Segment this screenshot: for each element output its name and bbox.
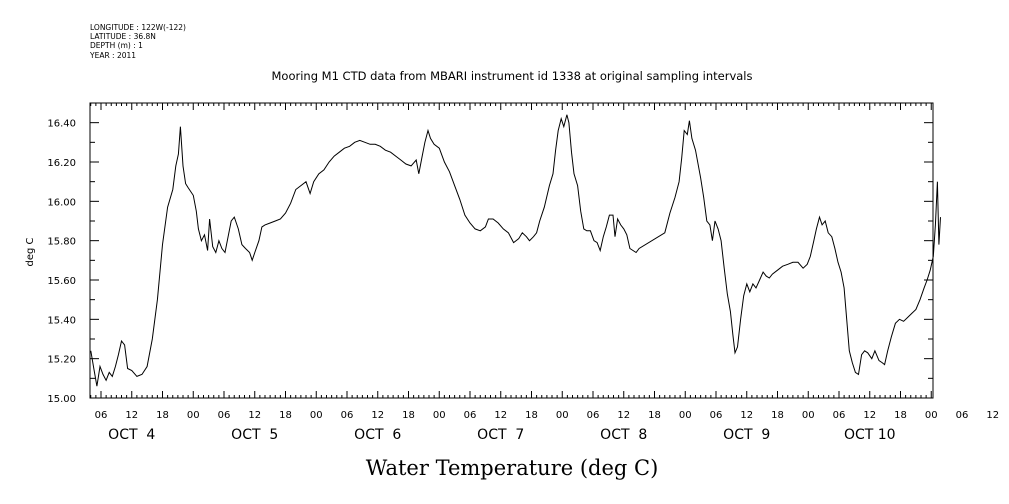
y-axis-label: deg C: [25, 237, 36, 266]
x-tick-label: 06: [341, 410, 354, 421]
x-tick-label: 18: [279, 410, 292, 421]
x-tick-label: 12: [248, 410, 261, 421]
x-tick-label: 06: [464, 410, 477, 421]
metadata-block: LONGITUDE : 122W(-122) LATITUDE : 36.8N …: [89, 23, 186, 60]
x-tick-label: 06: [956, 410, 969, 421]
x-tick-label: 06: [95, 410, 108, 421]
x-tick-label: 00: [802, 410, 815, 421]
x-tick-label: 00: [310, 410, 323, 421]
x-tick-label: 12: [863, 410, 876, 421]
meta-year: YEAR : 2011: [89, 51, 136, 60]
x-tick-label: 06: [833, 410, 846, 421]
axis-ticks: [90, 102, 933, 399]
x-tick-label: 12: [494, 410, 507, 421]
x-day-label: OCT 6: [354, 427, 401, 443]
x-tick-label: 06: [218, 410, 231, 421]
x-axis-label: Water Temperature (deg C): [366, 456, 659, 480]
y-tick-label: 15.00: [47, 394, 76, 405]
meta-latitude: LATITUDE : 36.8N: [90, 32, 156, 41]
x-day-label: OCT 10: [844, 427, 896, 443]
x-tick-label: 00: [679, 410, 692, 421]
x-tick-label: 00: [556, 410, 569, 421]
x-tick-label: 00: [433, 410, 446, 421]
x-tick-label: 18: [648, 410, 661, 421]
x-day-label: OCT 9: [723, 427, 770, 443]
x-tick-labels: 06 12 18 00 06 12 18 00 06 12 18 00 06 12 18 00 06 12 18 00…: [95, 410, 999, 421]
x-tick-label: 18: [771, 410, 784, 421]
series-line-water-temperature: [90, 114, 941, 387]
chart-title: Mooring M1 CTD data from MBARI instrumen…: [272, 69, 753, 83]
x-tick-label: 00: [187, 410, 200, 421]
x-tick-label: 12: [740, 410, 753, 421]
y-tick-label: 15.20: [47, 355, 76, 366]
y-tick-labels: 15.00 15.20 15.40 15.60 15.80 16.00 16.20 16.40: [47, 119, 76, 405]
x-tick-label: 06: [710, 410, 723, 421]
x-day-label: OCT 8: [600, 427, 647, 443]
x-tick-label: 00: [925, 410, 938, 421]
x-tick-label: 12: [986, 410, 999, 421]
y-tick-label: 15.80: [47, 237, 76, 248]
y-tick-label: 16.20: [47, 158, 76, 169]
x-tick-label: 12: [125, 410, 138, 421]
x-tick-label: 06: [587, 410, 600, 421]
x-day-label: OCT 7: [477, 427, 524, 443]
meta-longitude: LONGITUDE : 122W(-122): [90, 23, 186, 32]
x-day-label: OCT 4: [108, 427, 155, 443]
y-tick-label: 16.00: [47, 197, 76, 208]
x-tick-label: 18: [156, 410, 169, 421]
y-tick-label: 16.40: [47, 119, 76, 130]
meta-depth: DEPTH (m) : 1: [90, 41, 143, 50]
x-day-label: OCT 5: [231, 427, 278, 443]
x-tick-label: 12: [371, 410, 384, 421]
x-day-labels: OCT 4 OCT 5 OCT 6 OCT 7 OCT 8 OCT 9 OCT 10: [108, 427, 895, 443]
y-tick-label: 15.40: [47, 315, 76, 326]
x-tick-label: 18: [402, 410, 415, 421]
y-tick-label: 15.60: [47, 276, 76, 287]
x-tick-label: 12: [617, 410, 630, 421]
x-tick-label: 18: [894, 410, 907, 421]
x-tick-label: 18: [525, 410, 538, 421]
